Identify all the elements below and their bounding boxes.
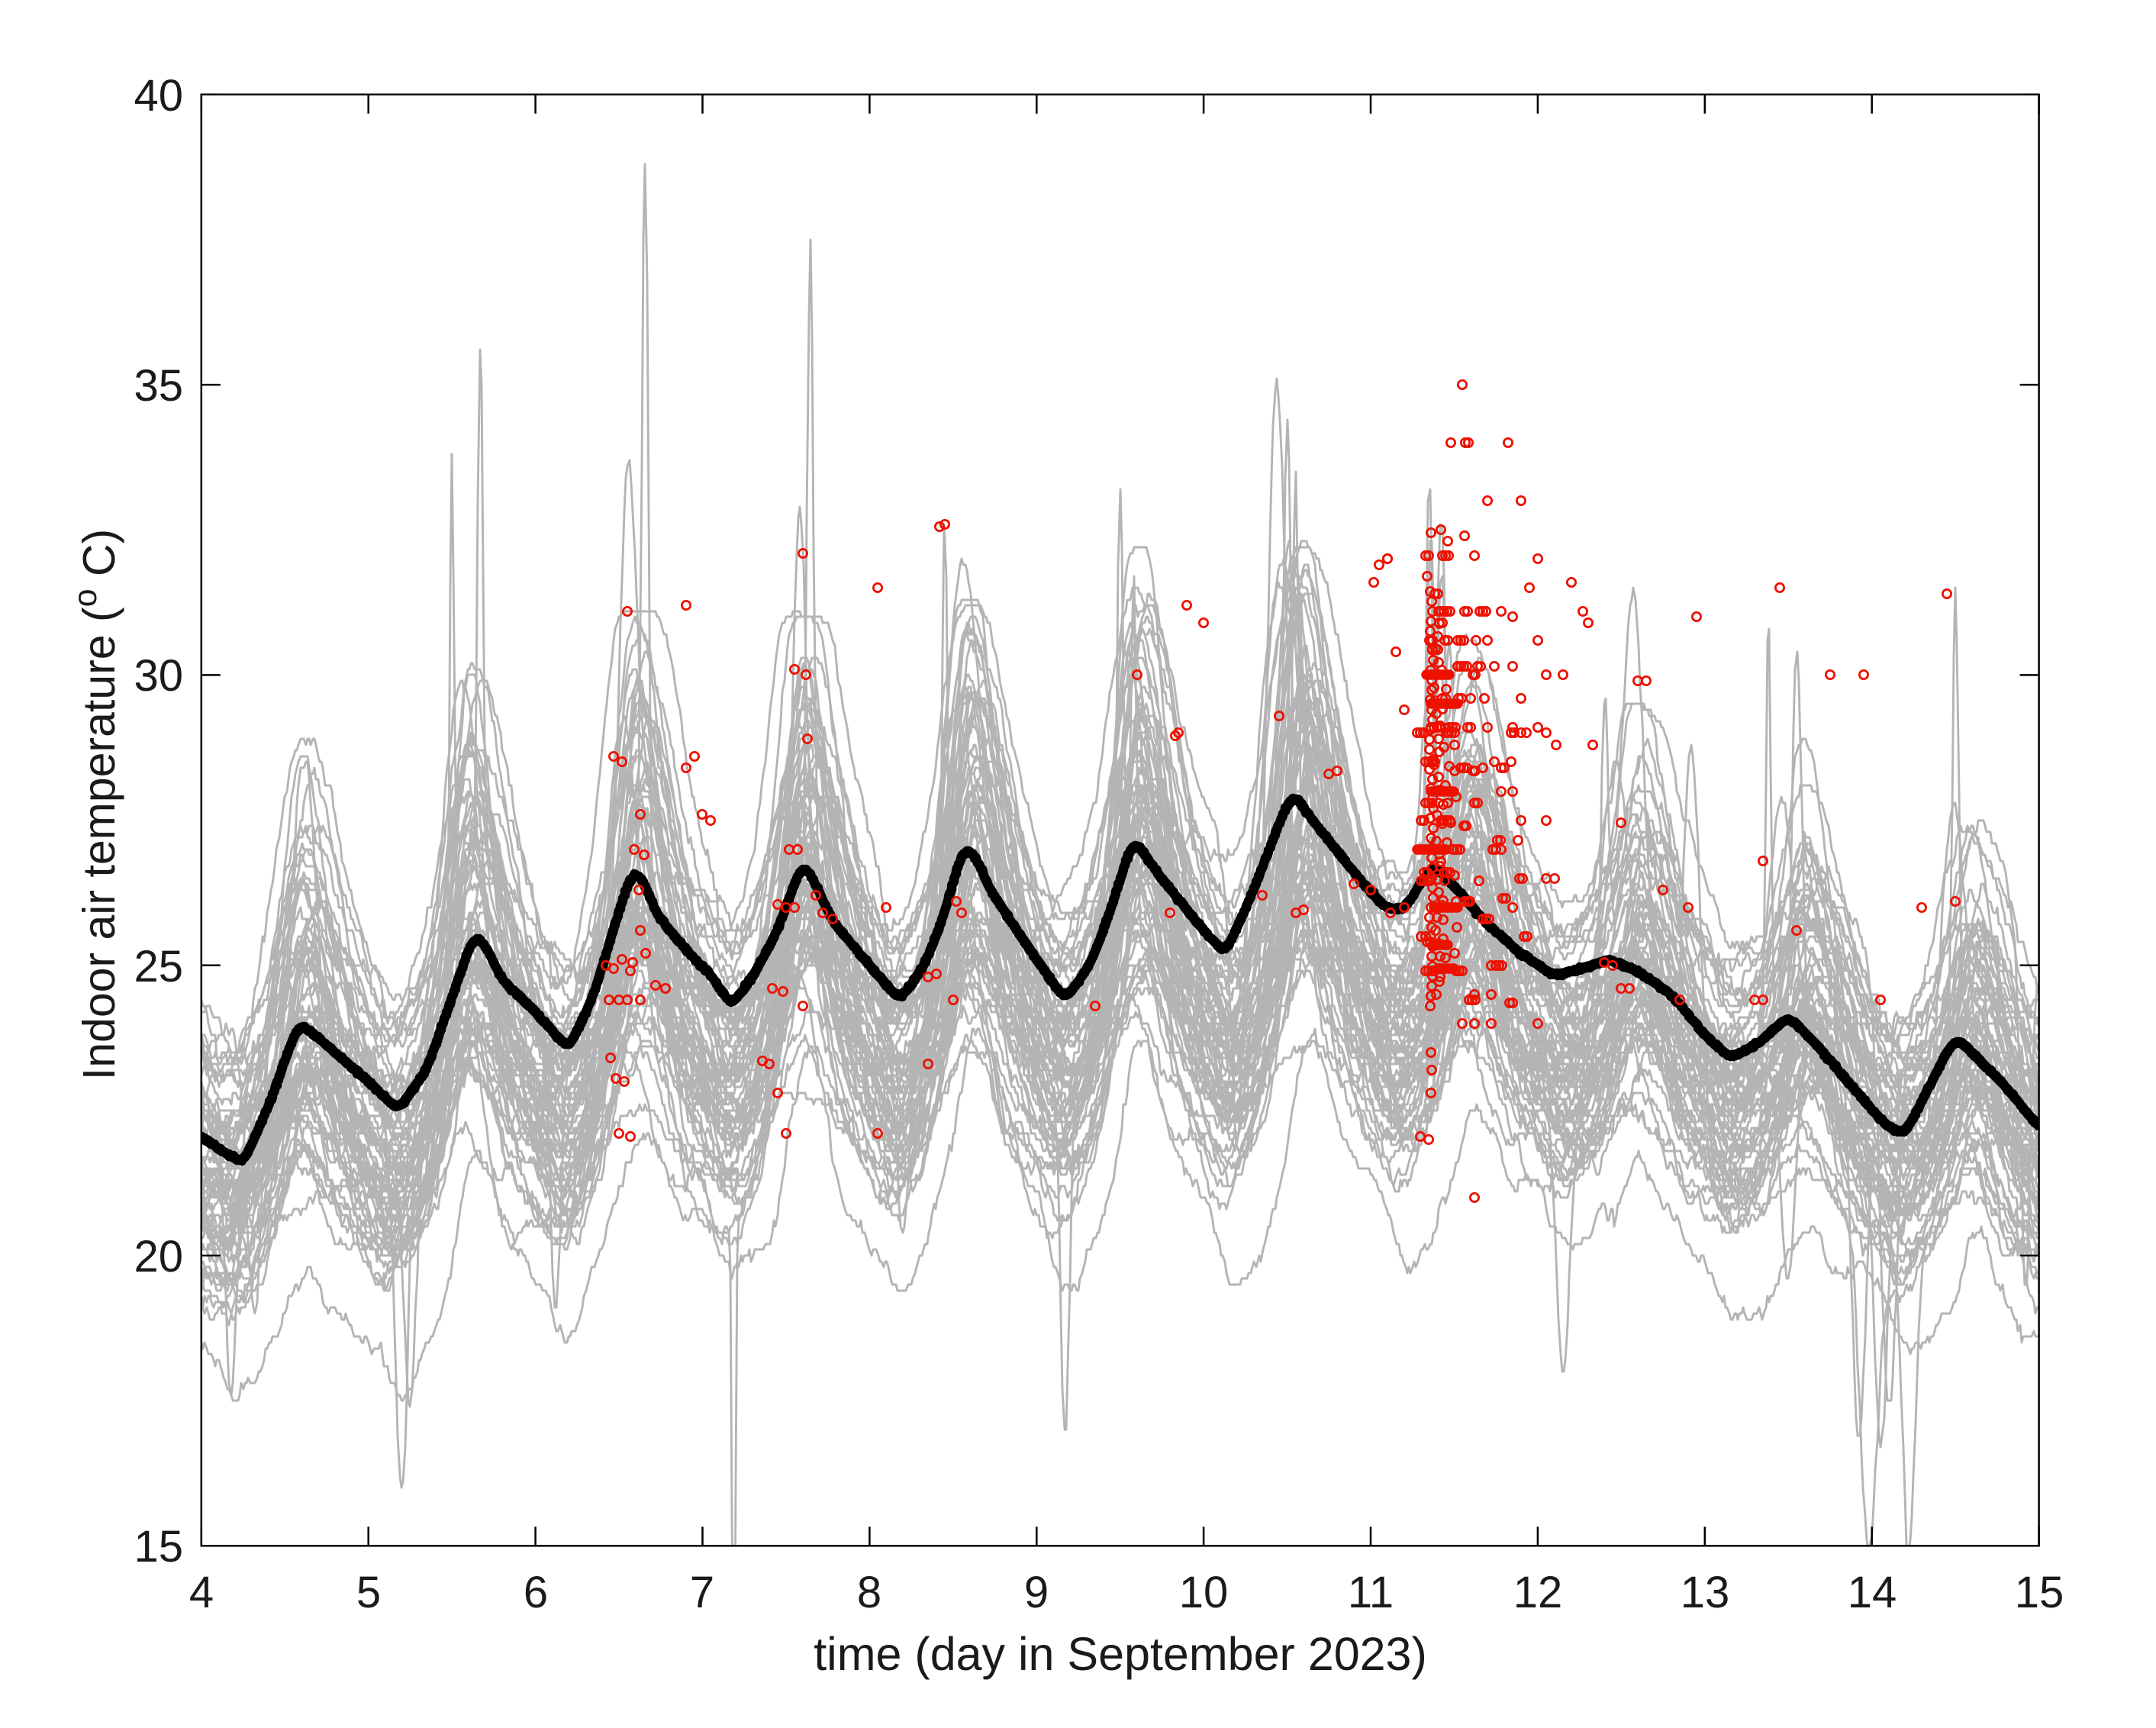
svg-text:10: 10 xyxy=(1179,1568,1229,1617)
svg-text:5: 5 xyxy=(356,1568,381,1617)
svg-text:Indoor air temperature (o C): Indoor air temperature (o C) xyxy=(67,529,124,1080)
svg-text:14: 14 xyxy=(1848,1568,1897,1617)
svg-text:20: 20 xyxy=(134,1232,183,1281)
svg-text:40: 40 xyxy=(134,71,183,121)
svg-text:25: 25 xyxy=(134,942,183,991)
svg-text:15: 15 xyxy=(2015,1568,2064,1617)
svg-text:7: 7 xyxy=(690,1568,714,1617)
svg-text:6: 6 xyxy=(524,1568,548,1617)
svg-text:9: 9 xyxy=(1024,1568,1049,1617)
svg-text:8: 8 xyxy=(857,1568,881,1617)
svg-text:12: 12 xyxy=(1513,1568,1563,1617)
svg-text:4: 4 xyxy=(189,1568,214,1617)
svg-text:30: 30 xyxy=(134,651,183,701)
svg-text:35: 35 xyxy=(134,361,183,411)
svg-text:13: 13 xyxy=(1681,1568,1730,1617)
svg-text:15: 15 xyxy=(134,1522,183,1572)
svg-text:time (day in September 2023): time (day in September 2023) xyxy=(814,1628,1427,1680)
svg-text:11: 11 xyxy=(1348,1568,1394,1617)
